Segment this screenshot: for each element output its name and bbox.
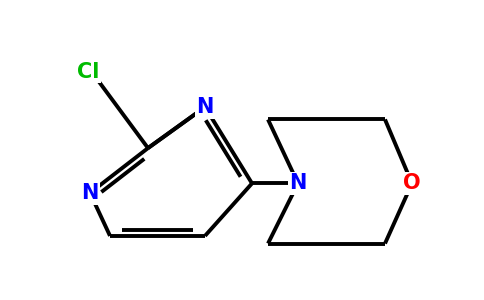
Text: N: N <box>81 183 99 203</box>
Text: N: N <box>289 173 307 194</box>
Text: Cl: Cl <box>77 62 99 82</box>
Text: O: O <box>403 173 421 194</box>
Text: N: N <box>197 97 214 117</box>
